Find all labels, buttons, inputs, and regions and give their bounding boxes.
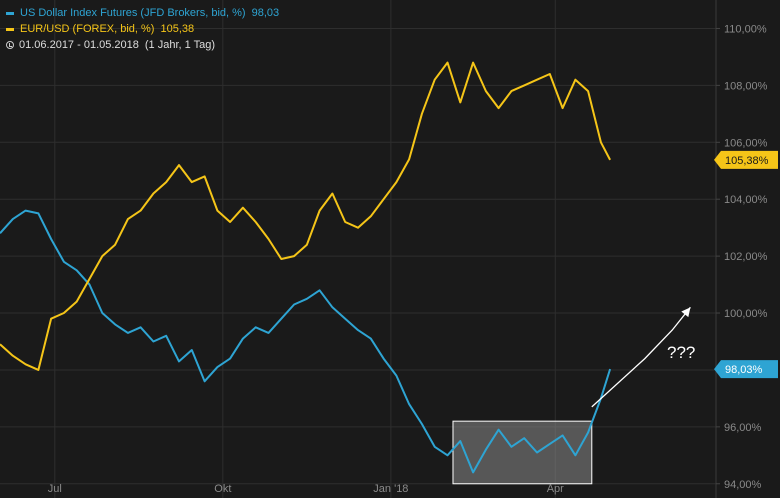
y-tick-label: 94,00% bbox=[724, 479, 762, 491]
eur-series-line bbox=[0, 61, 611, 371]
value-tag-shape bbox=[714, 150, 778, 169]
legend-item-usd[interactable]: US Dollar Index Futures (JFD Brokers, bi… bbox=[6, 5, 279, 21]
legend-range-label: 01.06.2017 - 01.05.2018 bbox=[19, 39, 139, 51]
usd-last-value-tag: 98,03% bbox=[714, 360, 778, 379]
legend-usd-label: US Dollar Index Futures (JFD Brokers, bi… bbox=[20, 7, 246, 19]
x-tick-label: Jul bbox=[48, 483, 62, 495]
legend-range-detail: (1 Jahr, 1 Tag) bbox=[144, 39, 216, 51]
arrow-head-icon bbox=[681, 307, 691, 318]
series-lines bbox=[0, 61, 612, 474]
x-tick-label: Okt bbox=[214, 483, 231, 495]
legend-item-range[interactable]: 01.06.2017 - 01.05.2018 (1 Jahr, 1 Tag) bbox=[6, 37, 279, 53]
value-tag-label: 105,38% bbox=[725, 155, 769, 167]
x-axis-ticks: Jul Okt Jan '18 Apr bbox=[48, 483, 564, 495]
x-tick-label: Apr bbox=[547, 483, 564, 495]
y-tick-label: 104,00% bbox=[724, 194, 768, 206]
y-tick-label: 102,00% bbox=[724, 251, 768, 263]
x-tick-label: Jan '18 bbox=[373, 483, 408, 495]
highlight-box bbox=[452, 420, 593, 485]
y-tick-label: 110,00% bbox=[724, 23, 767, 35]
legend-eur-label: EUR/USD (FOREX, bid, %) bbox=[20, 23, 155, 35]
y-tick-label: 106,00% bbox=[724, 137, 768, 149]
eur-swatch bbox=[6, 27, 14, 31]
clock-icon bbox=[6, 41, 14, 49]
last-value-labels: 98,03% 105,38% bbox=[714, 150, 778, 379]
arrow-line bbox=[591, 306, 691, 408]
legend: US Dollar Index Futures (JFD Brokers, bi… bbox=[6, 5, 279, 53]
value-tag-label: 98,03% bbox=[725, 364, 763, 376]
usd-series-line bbox=[0, 209, 612, 474]
y-tick-label: 96,00% bbox=[724, 422, 762, 434]
legend-usd-value: 98,03 bbox=[251, 7, 280, 19]
y-axis-ticks: 94,00%96,00%98,00%100,00%102,00%104,00%1… bbox=[716, 23, 768, 491]
legend-item-eur[interactable]: EUR/USD (FOREX, bid, %) 105,38 bbox=[6, 21, 279, 37]
eur-last-value-tag: 105,38% bbox=[714, 150, 778, 169]
usd-swatch bbox=[6, 11, 14, 15]
y-tick-label: 100,00% bbox=[724, 308, 768, 320]
value-tag-shape bbox=[714, 360, 778, 379]
annotation-question: ??? bbox=[667, 343, 695, 362]
projection-arrow bbox=[591, 306, 691, 408]
y-tick-label: 108,00% bbox=[724, 80, 768, 92]
grid-lines bbox=[0, 0, 716, 498]
legend-eur-value: 105,38 bbox=[160, 23, 195, 35]
